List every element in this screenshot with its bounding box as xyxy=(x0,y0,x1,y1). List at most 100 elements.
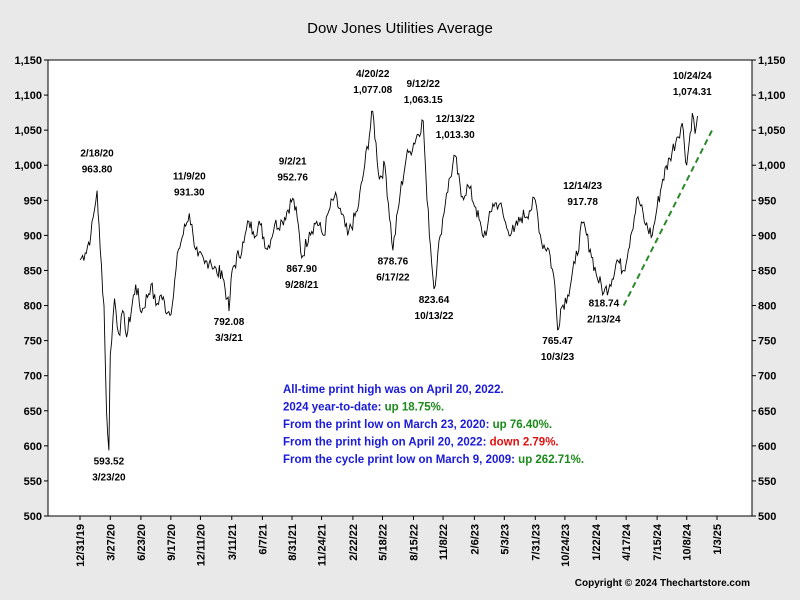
y-tick-label: 850 xyxy=(758,265,776,277)
annotation-line1: 792.08 xyxy=(214,317,245,328)
y-tick-label: 900 xyxy=(758,230,776,242)
y-tick-label: 1,050 xyxy=(14,125,42,137)
y-tick-label: 600 xyxy=(758,441,776,453)
x-tick-label: 11/24/21 xyxy=(317,524,329,566)
x-tick-label: 10/24/23 xyxy=(560,524,572,567)
y-tick-label: 700 xyxy=(24,371,42,383)
y-tick-label: 1,000 xyxy=(758,160,786,172)
y-tick-label: 800 xyxy=(24,301,42,313)
annotation-line1: 867.90 xyxy=(286,264,317,275)
annotation-line1: 12/13/22 xyxy=(436,114,475,125)
annotation-line2: 9/28/21 xyxy=(285,280,319,291)
trendline-group xyxy=(622,129,714,306)
x-tick-label: 1/3/25 xyxy=(712,524,724,555)
y-tick-label: 850 xyxy=(24,265,42,277)
x-tick-label: 7/31/23 xyxy=(530,524,542,561)
note-highlight: down 2.79%. xyxy=(490,437,559,449)
note-highlight: up 76.40%. xyxy=(493,419,552,431)
annotation-line2: 2/13/24 xyxy=(587,314,621,325)
x-tick-label: 9/17/20 xyxy=(166,524,178,561)
series-line xyxy=(79,110,698,451)
note-line: 2024 year-to-date: up 18.75%. xyxy=(283,402,444,414)
annotation-line1: 4/20/22 xyxy=(356,69,390,80)
x-tick-label: 3/27/20 xyxy=(105,524,117,561)
x-tick-label: 6/23/20 xyxy=(136,524,148,561)
y-tick-label: 650 xyxy=(24,406,42,418)
note-text: All-time print high was on April 20, 202… xyxy=(283,384,504,396)
y-tick-label: 750 xyxy=(758,336,776,348)
x-tick-label: 5/3/23 xyxy=(499,524,511,555)
x-tick-label: 8/31/21 xyxy=(287,524,299,561)
y-tick-label: 950 xyxy=(758,195,776,207)
annotation-line1: 9/2/21 xyxy=(279,156,307,167)
note-text: 2024 year-to-date: xyxy=(283,402,385,414)
note-text: From the cycle print low on March 9, 200… xyxy=(283,454,518,466)
y-axis-left: 500 550 600 650 700 750 800 850 900 950 1,000 1,050… xyxy=(14,55,48,523)
annotation-line2: 931.30 xyxy=(174,187,205,198)
trendline xyxy=(622,129,714,306)
annotation-line2: 3/3/21 xyxy=(215,333,243,344)
series-group xyxy=(79,110,698,451)
annotation-line2: 1,013.30 xyxy=(436,130,475,141)
note-highlight: up 18.75%. xyxy=(385,402,444,414)
y-tick-label: 750 xyxy=(24,336,42,348)
annotation-line2: 1,077.08 xyxy=(353,85,392,96)
x-tick-label: 2/22/22 xyxy=(348,524,360,561)
annotation-line2: 963.80 xyxy=(82,165,113,176)
annotation-line2: 1,074.31 xyxy=(673,87,712,98)
y-tick-label: 1,050 xyxy=(758,125,786,137)
y-tick-label: 1,000 xyxy=(14,160,42,172)
annotation-line2: 10/3/23 xyxy=(541,352,575,363)
y-tick-label: 700 xyxy=(758,371,776,383)
y-tick-label: 900 xyxy=(24,230,42,242)
annotation-line1: 878.76 xyxy=(378,256,409,267)
x-axis: 12/31/19 3/27/20 6/23/20 9/17/20 12/11/20 3/1… xyxy=(75,516,724,567)
y-tick-label: 800 xyxy=(758,301,776,313)
x-tick-label: 6/7/21 xyxy=(257,524,269,555)
annotations-group: 2/18/20 963.80 593.52 3/23/20 11/9/20 931.30 7… xyxy=(80,69,712,483)
y-axis-right: 500 550 600 650 700 750 800 850 900 950 1,000 1,050… xyxy=(752,55,786,523)
y-tick-label: 500 xyxy=(758,511,776,523)
y-tick-label: 500 xyxy=(24,511,42,523)
annotation-line1: 593.52 xyxy=(94,456,125,467)
x-tick-label: 7/15/24 xyxy=(652,523,664,561)
x-tick-label: 11/8/22 xyxy=(438,524,450,560)
annotation-line2: 6/17/22 xyxy=(376,272,410,283)
annotation-line1: 10/24/24 xyxy=(673,71,712,82)
x-tick-label: 5/18/22 xyxy=(377,524,389,561)
y-tick-label: 550 xyxy=(24,476,42,488)
y-tick-label: 550 xyxy=(758,476,776,488)
annotation-line1: 818.74 xyxy=(589,298,620,309)
y-tick-label: 600 xyxy=(24,441,42,453)
annotation-line1: 2/18/20 xyxy=(80,149,114,160)
note-text: From the print low on March 23, 2020: xyxy=(283,419,493,431)
annotation-line2: 1,063.15 xyxy=(404,95,443,106)
notes-background xyxy=(272,378,612,468)
chart-title: Dow Jones Utilities Average xyxy=(307,20,493,37)
annotation-line1: 823.64 xyxy=(419,295,450,306)
annotation-line1: 765.47 xyxy=(542,336,573,347)
notes-group: All-time print high was on April 20, 202… xyxy=(272,378,612,468)
note-line: All-time print high was on April 20, 202… xyxy=(283,384,504,396)
y-tick-label: 650 xyxy=(758,406,776,418)
x-tick-label: 12/11/20 xyxy=(195,524,207,566)
annotation-line2: 952.76 xyxy=(277,172,308,183)
y-tick-label: 950 xyxy=(24,195,42,207)
note-line: From the cycle print low on March 9, 200… xyxy=(283,454,584,466)
x-tick-label: 10/8/24 xyxy=(682,523,694,561)
annotation-line2: 10/13/22 xyxy=(415,311,454,322)
x-tick-label: 3/11/21 xyxy=(227,524,239,560)
x-tick-label: 12/31/19 xyxy=(75,524,87,567)
annotation-line1: 12/14/23 xyxy=(563,181,602,192)
note-line: From the print high on April 20, 2022: d… xyxy=(283,437,559,449)
y-tick-label: 1,100 xyxy=(758,90,786,102)
copyright-text: Copyright © 2024 Thechartstore.com xyxy=(574,578,750,589)
y-tick-label: 1,100 xyxy=(14,90,42,102)
y-tick-label: 1,150 xyxy=(14,55,42,67)
annotation-line1: 9/12/22 xyxy=(407,79,441,90)
note-highlight: up 262.71%. xyxy=(518,454,584,466)
y-tick-label: 1,150 xyxy=(758,55,786,67)
note-line: From the print low on March 23, 2020: up… xyxy=(283,419,552,431)
